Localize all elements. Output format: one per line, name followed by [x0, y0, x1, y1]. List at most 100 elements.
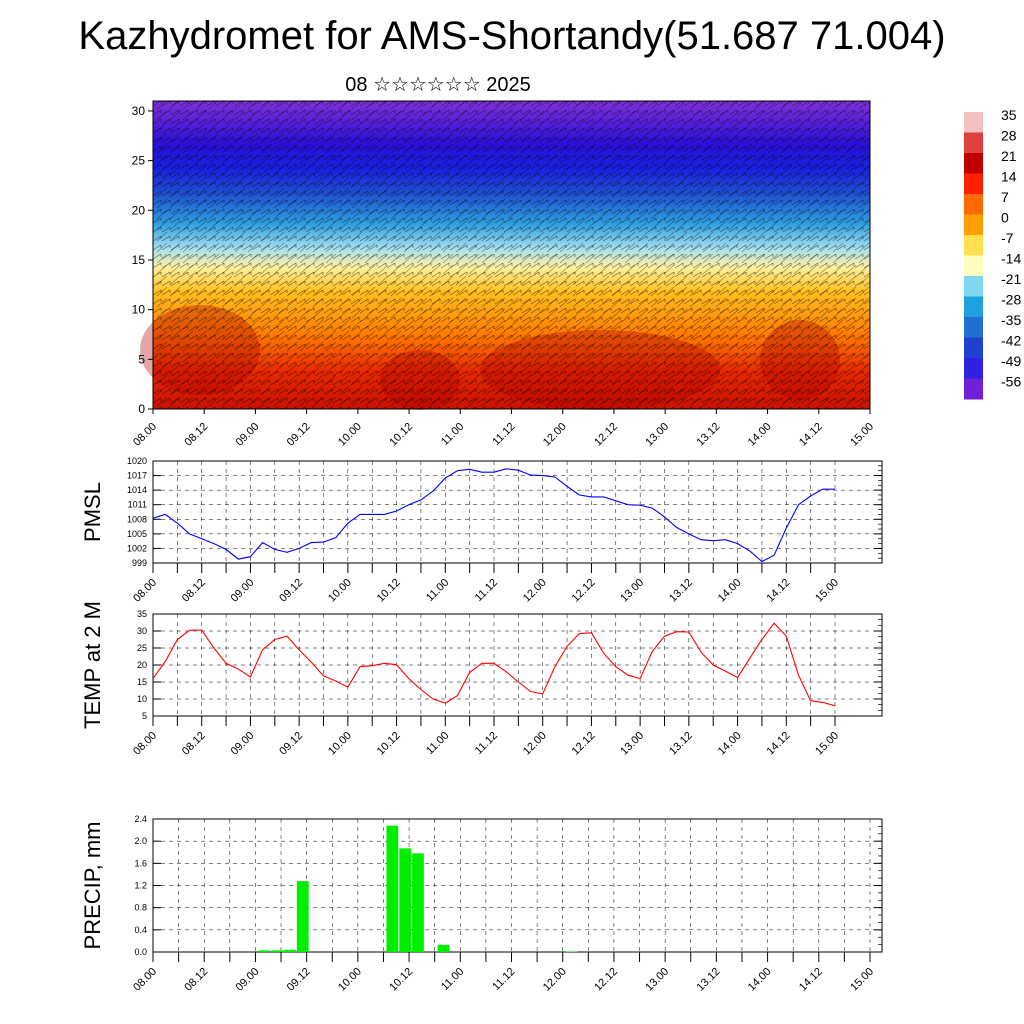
x-tick-label: 09.00 — [234, 966, 262, 994]
precip-bar — [399, 848, 412, 952]
x-tick-label: 14.12 — [764, 730, 792, 758]
x-tick-label: 09.00 — [229, 577, 257, 605]
x-tick-label: 10.00 — [326, 730, 354, 758]
x-tick-label: 10.00 — [326, 577, 354, 605]
x-tick-label: 09.00 — [234, 421, 262, 449]
precip-bar — [284, 949, 296, 952]
y-tick-label: 20 — [137, 660, 147, 670]
y-tick-label: 2.4 — [134, 814, 147, 824]
y-tick-label: 1008 — [127, 514, 147, 524]
colorbar-segment — [964, 112, 983, 133]
y-tick-label: 1017 — [127, 471, 147, 481]
colorbar: 35 28 21 14 7 0 -7 -14 -21 -28 -35 -42 -49 -56 — [964, 107, 1021, 400]
colorbar-label: -28 — [1001, 292, 1021, 308]
y-tick-label: 30 — [137, 626, 147, 636]
x-tick-label: 10.12 — [387, 966, 415, 994]
colorbar-segment — [964, 358, 983, 379]
x-tick-label: 14.00 — [746, 421, 774, 449]
x-tick-label: 12.12 — [570, 577, 598, 605]
x-tick-label: 11.12 — [473, 577, 500, 604]
x-tick-label: 11.12 — [490, 421, 517, 448]
x-tick-label: 09.12 — [277, 577, 305, 605]
x-tick-label: 08.12 — [182, 421, 210, 449]
x-tick-label: 15.00 — [813, 730, 841, 758]
precip-bar — [271, 950, 284, 952]
colorbar-segment — [964, 276, 983, 297]
colorbar-label: 7 — [1001, 189, 1009, 205]
colorbar-label: -21 — [1001, 271, 1021, 287]
y-tick-label: 10 — [137, 694, 147, 704]
colorbar-label: -49 — [1001, 353, 1021, 369]
x-tick-label: 14.12 — [797, 421, 825, 449]
y-tick-label: 5 — [138, 352, 145, 366]
x-tick-label: 11.12 — [490, 966, 517, 993]
colorbar-segment — [964, 235, 983, 256]
x-tick-label: 12.12 — [592, 966, 620, 994]
colorbar-label: 28 — [1001, 128, 1017, 144]
x-tick-label: 13.12 — [695, 421, 723, 449]
colorbar-segment — [964, 194, 983, 215]
y-axis-title: PMSL — [80, 482, 105, 542]
x-tick-label: 11.00 — [439, 966, 466, 993]
x-tick-label: 15.00 — [848, 421, 876, 449]
pmsl-panel: 999 1002 1005 1008 1011 1014 1017 1020 08.00 08.1… — [80, 456, 883, 605]
y-tick-label: 30 — [132, 104, 146, 118]
colorbar-label: -56 — [1001, 374, 1021, 390]
y-tick-label: 1002 — [127, 543, 147, 553]
x-tick-label: 08.12 — [180, 730, 208, 758]
colorbar-segment — [964, 132, 983, 154]
y-tick-label: 1.6 — [134, 858, 147, 868]
x-tick-label: 08.12 — [180, 577, 208, 605]
y-tick-label: 35 — [137, 609, 147, 619]
colorbar-segment — [964, 255, 983, 277]
x-tick-label: 15.00 — [813, 577, 841, 605]
colorbar-label: -35 — [1001, 312, 1021, 328]
precip-bar — [386, 825, 399, 952]
x-tick-label: 13.00 — [618, 730, 646, 758]
x-tick-label: 15.00 — [848, 966, 876, 994]
x-tick-label: 13.00 — [643, 421, 671, 449]
x-tick-label: 12.00 — [541, 966, 569, 994]
colorbar-label: 0 — [1001, 210, 1009, 226]
x-tick-label: 13.12 — [695, 966, 723, 994]
colorbar-segment — [964, 317, 983, 338]
y-tick-label: 0.4 — [134, 925, 147, 935]
colorbar-segment — [964, 378, 983, 400]
chart-subtitle: 08 ☆☆☆☆☆☆ 2025 — [345, 74, 531, 96]
colorbar-label: 14 — [1001, 169, 1017, 185]
x-tick-label: 13.12 — [667, 577, 695, 605]
x-tick-label: 12.12 — [570, 730, 598, 758]
y-axis-title: TEMP at 2 M — [80, 601, 105, 729]
x-tick-label: 12.00 — [521, 730, 549, 758]
wind-temperature-section: 0 5 10 15 20 25 30 08.00 08.12 09.00 09.12 10.00 10.… — [131, 100, 876, 449]
x-tick-label: 13.00 — [643, 966, 671, 994]
precip-bar — [412, 853, 424, 952]
precip-bar — [565, 951, 578, 952]
x-tick-label: 12.00 — [521, 577, 549, 605]
x-tick-label: 12.00 — [541, 421, 569, 449]
x-tick-label: 09.12 — [277, 730, 305, 758]
x-tick-label: 11.00 — [439, 421, 466, 448]
x-tick-label: 10.12 — [375, 577, 403, 605]
x-tick-label: 08.12 — [182, 966, 210, 994]
colorbar-segment — [964, 214, 983, 236]
precipitation-panel: 0.0 0.4 0.8 1.2 1.6 2.0 2.4 08.00 08.12 09.00 09.1… — [80, 814, 883, 994]
colorbar-label: -14 — [1001, 251, 1021, 267]
y-tick-label: 15 — [137, 677, 147, 687]
x-tick-label: 08.00 — [131, 730, 159, 758]
precip-bar — [296, 881, 309, 952]
y-tick-label: 1.2 — [134, 881, 147, 891]
x-tick-label: 08.00 — [131, 577, 159, 605]
x-tick-label: 10.12 — [387, 421, 415, 449]
precip-bar — [437, 944, 450, 952]
x-tick-label: 11.12 — [473, 730, 500, 757]
y-tick-label: 1014 — [127, 485, 147, 495]
colorbar-segment — [964, 296, 983, 318]
colorbar-label: -7 — [1001, 230, 1014, 246]
x-tick-label: 11.00 — [424, 730, 451, 757]
x-tick-label: 09.12 — [285, 421, 313, 449]
x-tick-label: 14.12 — [797, 966, 825, 994]
y-tick-label: 1020 — [127, 456, 147, 466]
y-tick-label: 2.0 — [134, 836, 147, 846]
